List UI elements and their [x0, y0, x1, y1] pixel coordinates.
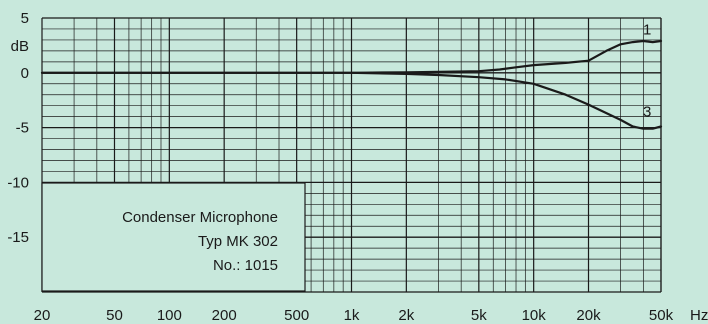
series-label-3: 3: [643, 104, 651, 121]
series-line-3: [40, 71, 663, 130]
x-tick-label: 200: [212, 307, 237, 324]
y-tick-label: -10: [7, 174, 29, 191]
info-box-line-3: No.: 1015: [213, 257, 278, 274]
x-tick-label: 50k: [649, 307, 674, 324]
x-tick-label: 2k: [398, 307, 414, 324]
y-tick-label: -5: [16, 120, 29, 137]
x-tick-label: 10k: [522, 307, 547, 324]
x-tick-label: 20: [34, 307, 51, 324]
x-tick-label: 100: [157, 307, 182, 324]
info-box: Condenser Microphone Typ MK 302 No.: 101…: [41, 182, 306, 292]
x-tick-label: 500: [284, 307, 309, 324]
x-tick-label: 5k: [471, 307, 487, 324]
y-tick-label: 0: [21, 65, 29, 82]
y-tick-label: 5: [21, 10, 29, 27]
x-tick-label: 1k: [344, 307, 360, 324]
series-label-1: 1: [643, 21, 651, 38]
x-tick-label: 50: [106, 307, 123, 324]
info-box-line-2: Typ MK 302: [198, 233, 278, 250]
y-tick-label: -15: [7, 229, 29, 246]
info-box-line-1: Condenser Microphone: [122, 209, 278, 226]
x-tick-label: 20k: [576, 307, 601, 324]
info-box-background: [41, 182, 306, 292]
curves: [40, 39, 663, 130]
y-axis-unit: dB: [11, 38, 29, 55]
x-axis-unit: Hz: [690, 307, 708, 324]
